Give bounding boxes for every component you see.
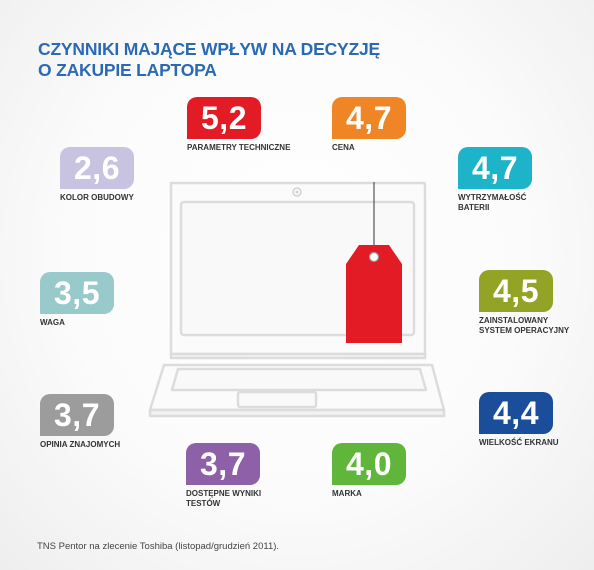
score-badge: 2,6	[60, 147, 134, 189]
laptop-keyboard	[170, 367, 428, 392]
price-tag-icon	[346, 245, 402, 343]
laptop-touchpad	[236, 390, 318, 409]
score-badge: 4,5	[479, 270, 553, 312]
factor-opinia-znajomych: 3,7 OPINIA ZNAJOMYCH	[40, 394, 120, 450]
factor-kolor-obudowy: 2,6 KOLOR OBUDOWY	[60, 147, 134, 203]
factor-label: WIELKOŚĆ EKRANU	[479, 438, 559, 447]
factor-parametry-techniczne: 5,2 PARAMETRY TECHNICZNE	[187, 97, 290, 153]
score-badge: 4,0	[332, 443, 406, 485]
factor-label: DOSTĘPNE WYNIKI TESTÓW	[186, 489, 262, 508]
source-note: TNS Pentor na zlecenie Toshiba (listopad…	[37, 541, 280, 552]
title-line: O ZAKUPIE LAPTOPA	[38, 60, 217, 80]
title-line: CZYNNIKI MAJĄCE WPŁYW NA DECYZJĘ	[38, 39, 380, 59]
laptop-base-edge	[148, 408, 446, 418]
laptop-hinge	[169, 352, 427, 360]
factor-waga: 3,5 WAGA	[40, 272, 114, 328]
score-badge: 3,5	[40, 272, 114, 314]
webcam-icon	[292, 187, 302, 197]
score-badge: 5,2	[187, 97, 261, 139]
factor-label: MARKA	[332, 489, 362, 498]
factor-label: PARAMETRY TECHNICZNE	[187, 143, 291, 152]
score-badge: 3,7	[40, 394, 114, 436]
factor-label: CENA	[332, 143, 355, 152]
factor-wielkosc-ekranu: 4,4 WIELKOŚĆ EKRANU	[479, 392, 559, 448]
factor-label: WAGA	[40, 318, 65, 327]
score-badge: 3,7	[186, 443, 260, 485]
factor-wytrzymalosc-baterii: 4,7 WYTRZYMAŁOŚĆ BATERII	[458, 147, 532, 213]
factor-cena: 4,7 CENA	[332, 97, 406, 153]
score-badge: 4,4	[479, 392, 553, 434]
factor-label: ZAINSTALOWANY SYSTEM OPERACYJNY	[479, 316, 570, 335]
factor-marka: 4,0 MARKA	[332, 443, 406, 499]
score-badge: 4,7	[458, 147, 532, 189]
factor-label: KOLOR OBUDOWY	[60, 193, 134, 202]
factor-zainstalowany-system: 4,5 ZAINSTALOWANY SYSTEM OPERACYJNY	[479, 270, 569, 336]
score-badge: 4,7	[332, 97, 406, 139]
factor-label: WYTRZYMAŁOŚĆ BATERII	[458, 193, 527, 212]
page-title: CZYNNIKI MAJĄCE WPŁYW NA DECYZJĘ O ZAKUP…	[38, 39, 380, 81]
factor-dostepne-wyniki-testow: 3,7 DOSTĘPNE WYNIKI TESTÓW	[186, 443, 261, 509]
factor-label: OPINIA ZNAJOMYCH	[40, 440, 121, 449]
